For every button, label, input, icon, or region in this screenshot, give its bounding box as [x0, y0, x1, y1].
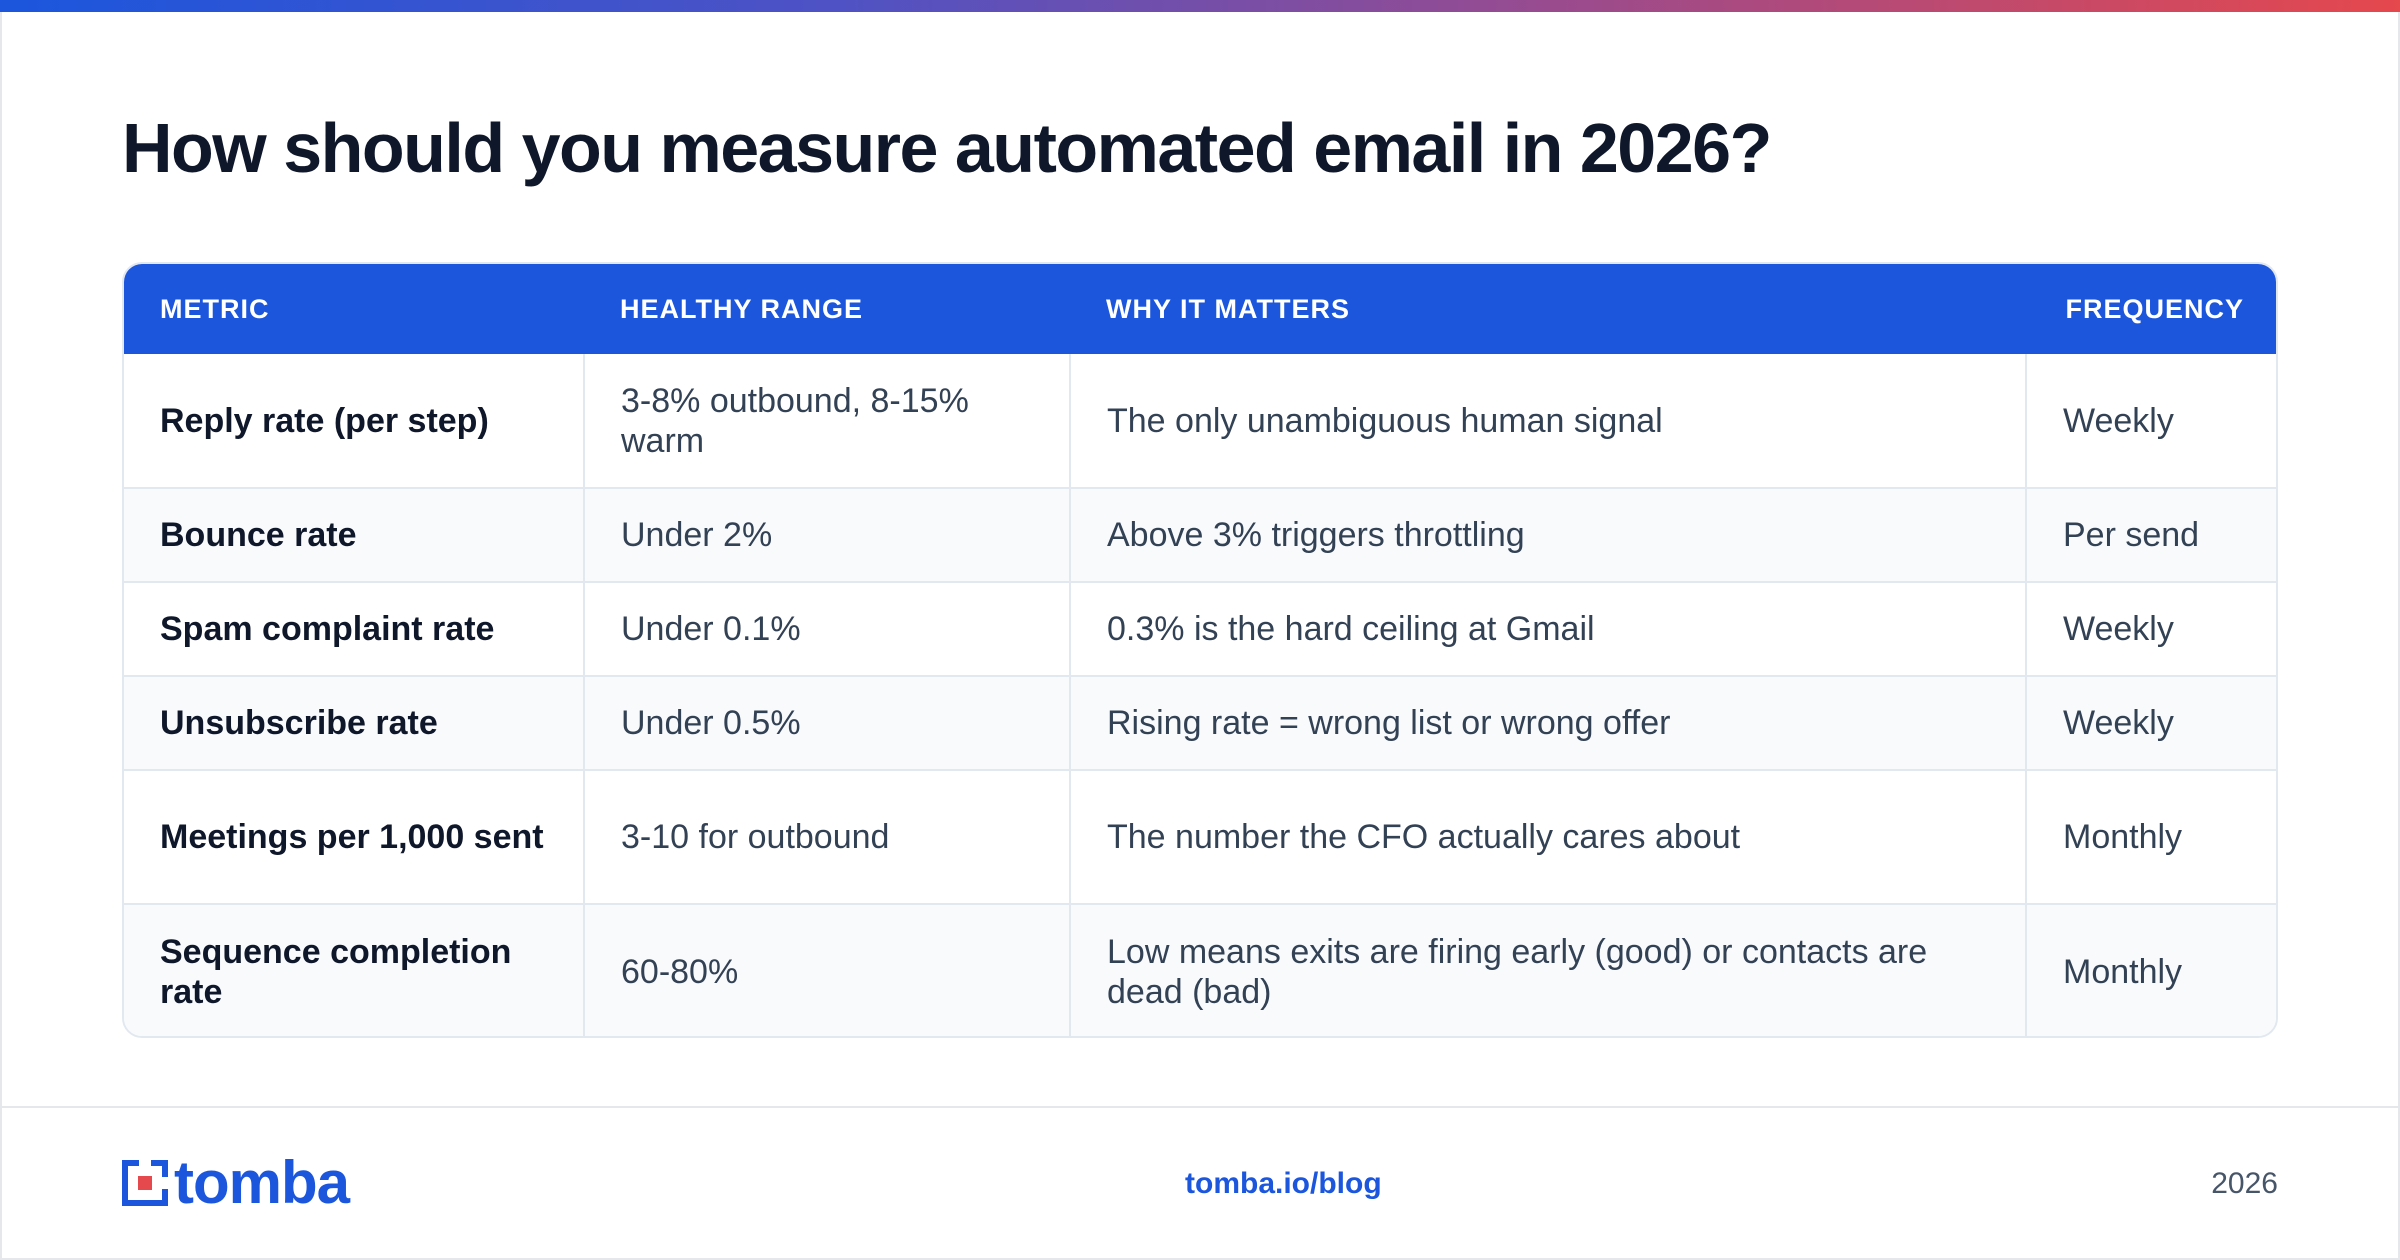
table-header-row: METRIC HEALTHY RANGE WHY IT MATTERS FREQ… — [124, 264, 2276, 354]
reason-cell: Above 3% triggers throttling — [1069, 487, 2026, 582]
metric-cell: Meetings per 1,000 sent — [124, 769, 584, 904]
frequency-cell: Monthly — [2025, 903, 2276, 1036]
range-cell: 3-10 for outbound — [583, 769, 1070, 904]
blog-link[interactable]: tomba.io/blog — [1185, 1167, 1382, 1200]
column-header-why-it-matters: WHY IT MATTERS — [1106, 293, 1350, 324]
range-cell: Under 0.1% — [583, 581, 1070, 676]
metric-cell: Sequence completion rate — [124, 903, 584, 1036]
frequency-cell: Monthly — [2025, 769, 2276, 904]
metrics-table: METRIC HEALTHY RANGE WHY IT MATTERS FREQ… — [124, 264, 2276, 1036]
reason-cell: The number the CFO actually cares about — [1069, 769, 2026, 904]
metric-cell: Spam complaint rate — [124, 581, 584, 676]
tomba-logo-icon — [122, 1160, 168, 1206]
table-row: Unsubscribe rate Under 0.5% Rising rate … — [124, 675, 2276, 770]
frequency-cell: Weekly — [2025, 354, 2276, 488]
table-row: Sequence completion rate 60-80% Low mean… — [124, 903, 2276, 1036]
tomba-logo: tomba — [122, 1149, 350, 1216]
frequency-cell: Per send — [2025, 487, 2276, 582]
table-row: Meetings per 1,000 sent 3-10 for outboun… — [124, 769, 2276, 904]
footer-year: 2026 — [2211, 1167, 2278, 1200]
range-cell: Under 0.5% — [583, 675, 1070, 770]
metric-cell: Bounce rate — [124, 487, 584, 582]
reason-cell: 0.3% is the hard ceiling at Gmail — [1069, 581, 2026, 676]
frequency-cell: Weekly — [2025, 675, 2276, 770]
reason-cell: Rising rate = wrong list or wrong offer — [1069, 675, 2026, 770]
table-row: Bounce rate Under 2% Above 3% triggers t… — [124, 487, 2276, 582]
column-header-frequency: FREQUENCY — [2065, 293, 2244, 324]
column-header-healthy-range: HEALTHY RANGE — [620, 293, 864, 324]
frequency-cell: Weekly — [2025, 581, 2276, 676]
page-title: How should you measure automated email i… — [122, 109, 1772, 187]
range-cell: 3-8% outbound, 8-15% warm — [583, 354, 1070, 488]
metric-cell: Unsubscribe rate — [124, 675, 584, 770]
gradient-top-bar — [0, 0, 2400, 12]
metric-cell: Reply rate (per step) — [160, 401, 489, 440]
table-row: Spam complaint rate Under 0.1% 0.3% is t… — [124, 581, 2276, 676]
range-cell: Under 2% — [583, 487, 1070, 582]
range-cell: 60-80% — [583, 903, 1070, 1036]
footer-divider — [0, 1106, 2400, 1108]
logo-wordmark: tomba — [174, 1149, 350, 1216]
reason-cell: Low means exits are firing early (good) … — [1069, 903, 2026, 1036]
table-row: Reply rate (per step) 3-8% outbound, 8-1… — [124, 354, 2276, 488]
reason-cell: The only unambiguous human signal — [1069, 354, 2026, 488]
column-header-metric: METRIC — [160, 293, 270, 324]
metrics-table-card: METRIC HEALTHY RANGE WHY IT MATTERS FREQ… — [122, 262, 2278, 1038]
